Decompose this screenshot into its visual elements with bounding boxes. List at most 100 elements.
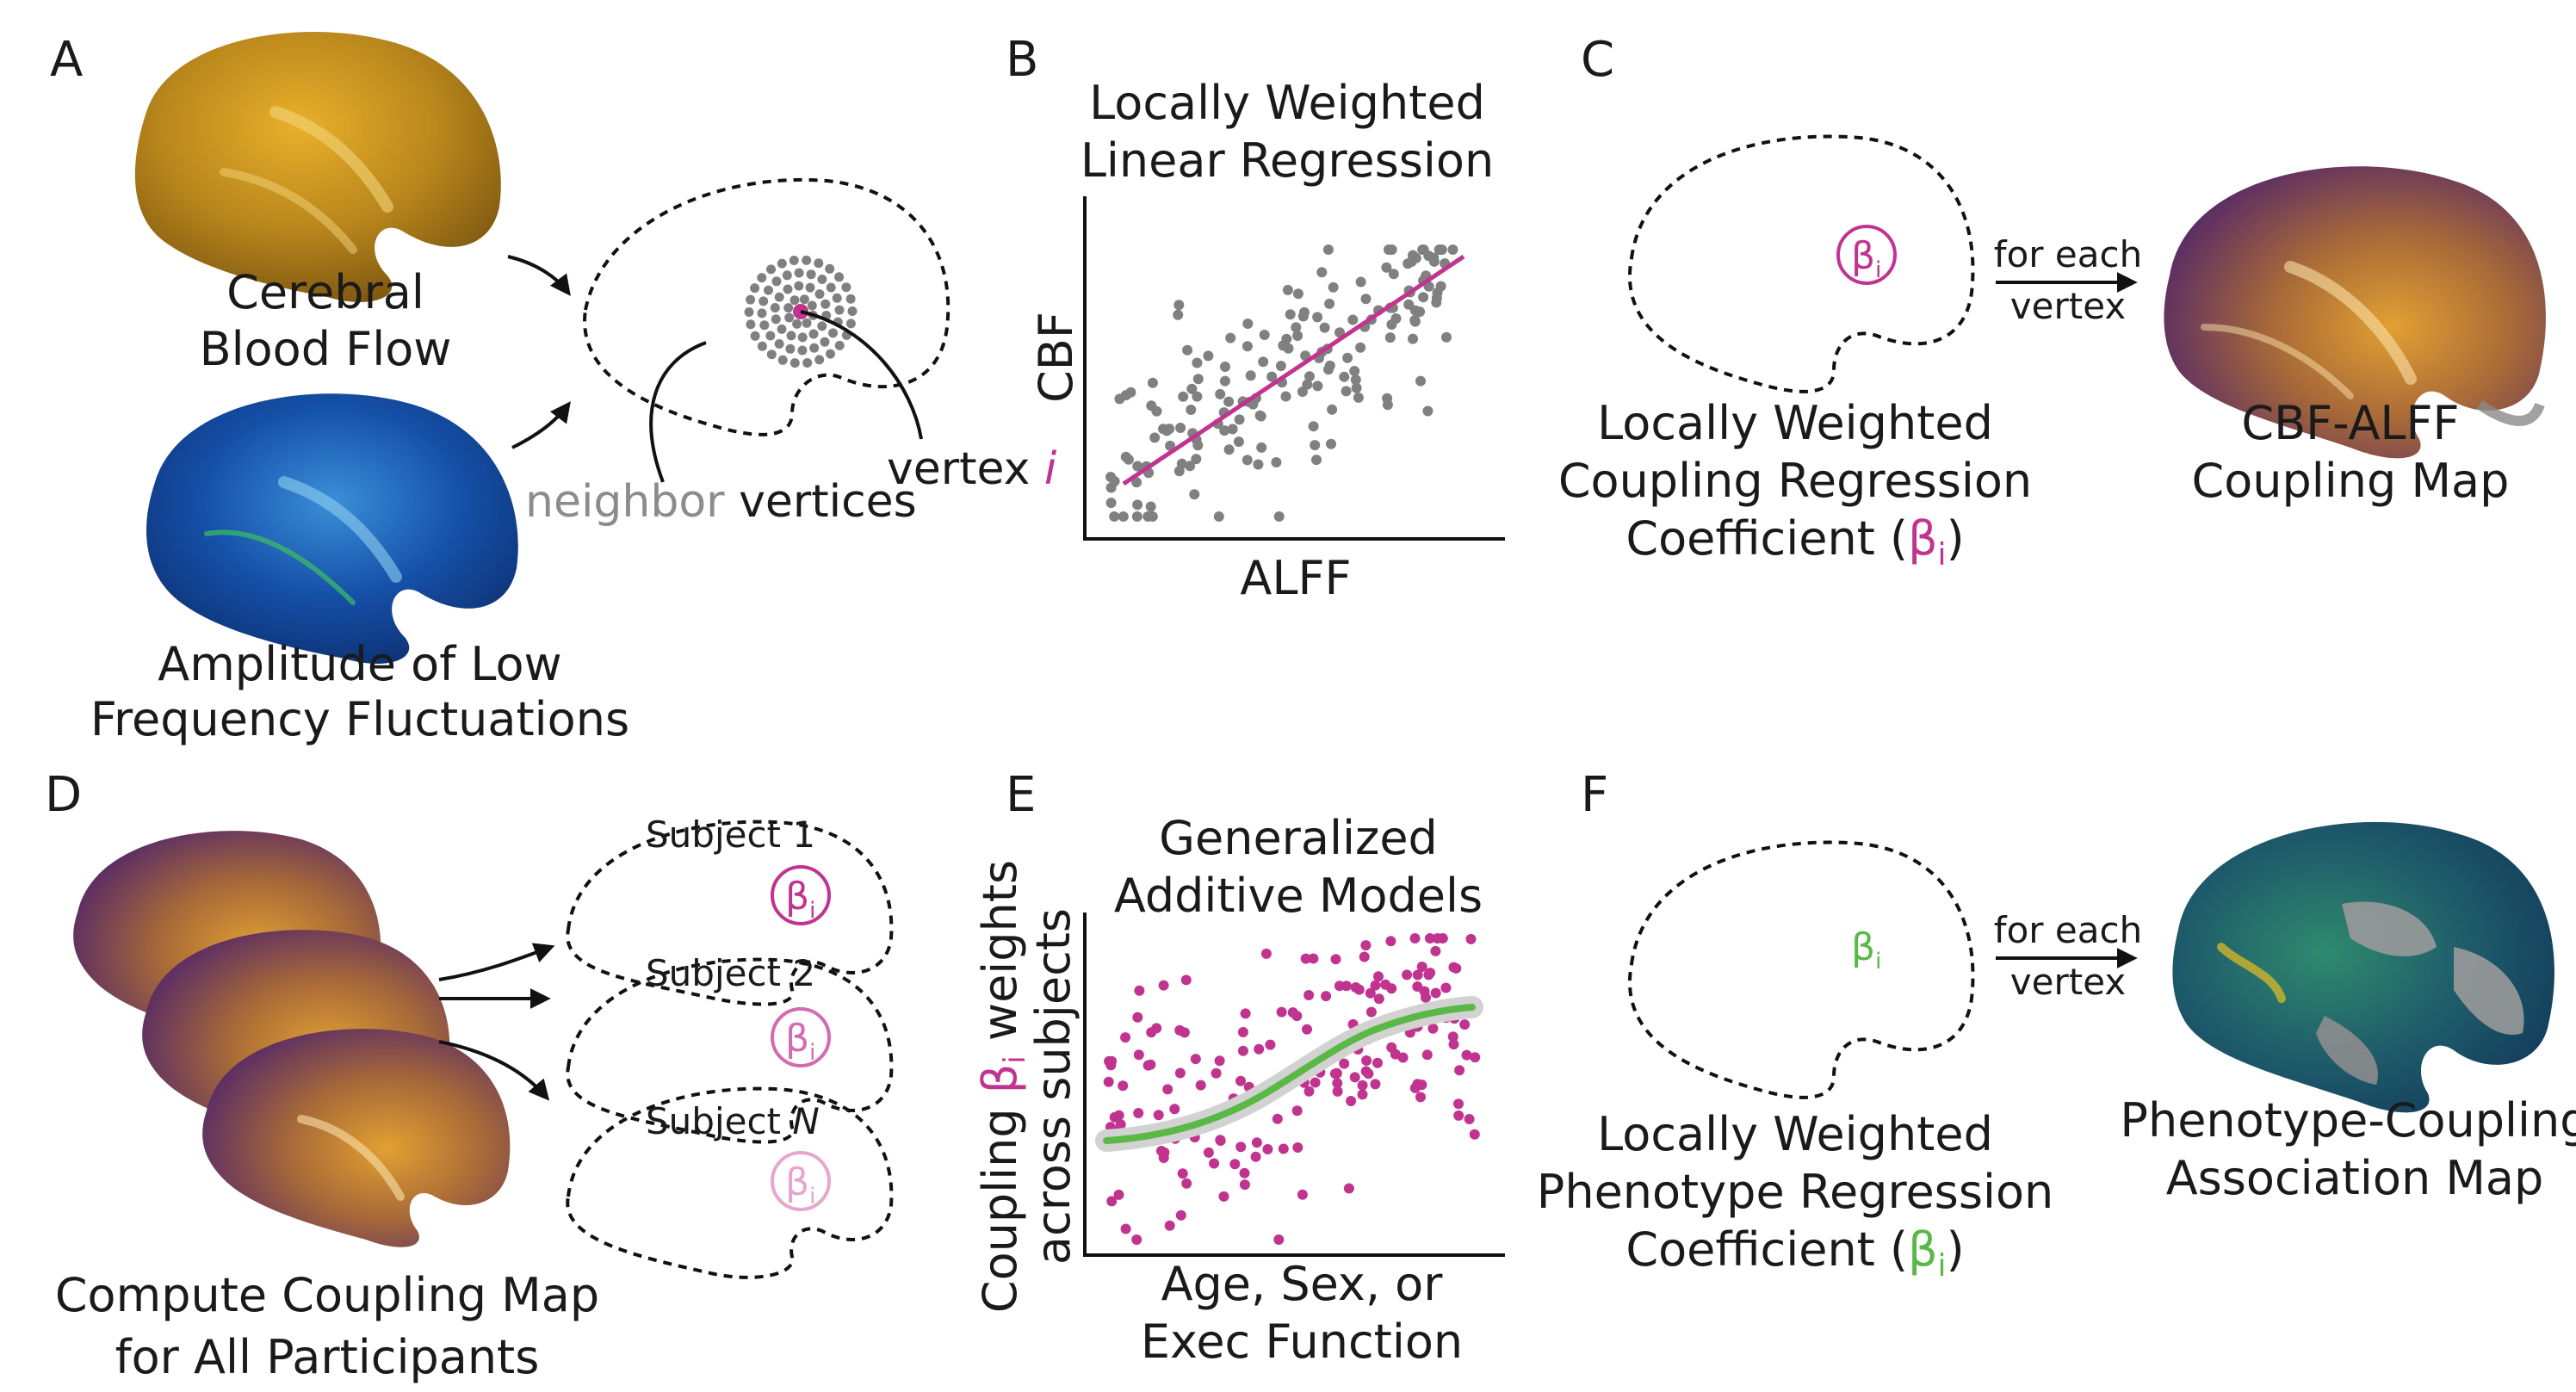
f-beta-sub: i [1875, 949, 1881, 974]
e-scatter-point [1103, 1076, 1114, 1087]
e-scatter-point [1415, 1092, 1426, 1103]
b-scatter-point [1319, 322, 1330, 333]
neighbor-vertex-dot [783, 284, 793, 294]
b-regression-line [1122, 254, 1465, 486]
b-scatter-point [1418, 292, 1429, 303]
b-scatter-point [1253, 459, 1264, 470]
neighbor-vertex-dot [802, 318, 812, 328]
e-scatter-point [1361, 1055, 1372, 1066]
neighbor-word: neighbor [525, 476, 725, 528]
e-scatter-point [1131, 1234, 1142, 1245]
f-coef-line3: Coefficient (βi) [1625, 1222, 1964, 1284]
e-scatter-point [1302, 1024, 1312, 1035]
e-scatter-point [1218, 1191, 1229, 1202]
neighbor-vertex-dot [777, 258, 787, 269]
e-scatter-point [1113, 1189, 1124, 1200]
b-scatter-point [1285, 309, 1296, 320]
neighbor-vertex-dot [744, 307, 754, 317]
e-scatter-point [1297, 1189, 1308, 1200]
association-map-brain-icon [2172, 821, 2554, 1113]
d-beta-circle-3 [771, 1151, 831, 1211]
e-scatter-point [1190, 1054, 1201, 1065]
b-scatter-point [1109, 511, 1120, 522]
neighbor-vertex-dot [750, 283, 760, 294]
e-scatter-point [1332, 1078, 1343, 1089]
e-scatter-point [1397, 1052, 1409, 1063]
e-scatter-point [1106, 1055, 1118, 1067]
e-scatter-point [1440, 982, 1452, 993]
b-scatter-point [1186, 383, 1198, 394]
e-scatter-point [1310, 1077, 1321, 1088]
b-scatter-point [1219, 425, 1230, 436]
e-scatter-point [1106, 1196, 1118, 1207]
neighbor-vertex-dot [774, 339, 784, 349]
d-beta-2: βi [785, 1017, 815, 1066]
e-scatter-point [1454, 1065, 1465, 1076]
neighbor-vertex-dot [757, 273, 767, 283]
neighbor-vertex-dot [799, 294, 809, 305]
b-scatter-point [1192, 391, 1203, 402]
e-scatter-point [1158, 1153, 1169, 1163]
d-caption-line2: for All Participants [115, 1330, 540, 1384]
c-beta-circle [1836, 225, 1897, 285]
e-scatter-point [1214, 1055, 1225, 1067]
e-scatter-point [1412, 969, 1423, 981]
e-scatter-point [1448, 1039, 1459, 1050]
panel-f: F βi for each vertex Locally Weighted Ph… [1537, 767, 2576, 1284]
f-map-line1: Phenotype-Coupling [2120, 1093, 2576, 1148]
b-scatter-point [1271, 457, 1282, 467]
neighbor-vertex-dot [817, 275, 827, 284]
neighbor-vertex-dot [774, 292, 784, 302]
b-scatter-point [1185, 461, 1196, 472]
neighbor-vertex-dot [825, 263, 835, 274]
e-scatter-point [1303, 990, 1315, 1000]
e-scatter-point [1115, 1119, 1126, 1130]
b-scatter-point [1178, 391, 1189, 402]
neighbor-vertex-dot [805, 282, 815, 293]
b-scatter-point [1384, 244, 1394, 255]
panel-b-letter: B [1006, 32, 1038, 88]
b-scatter-point [1225, 332, 1236, 343]
c-coef-beta: β [1908, 511, 1937, 566]
panel-c-letter: C [1581, 32, 1614, 88]
b-scatter-point [1428, 252, 1440, 263]
c-coef-line1: Locally Weighted [1597, 396, 1993, 450]
b-scatter-point [1353, 392, 1364, 403]
b-scatter-point [1161, 425, 1173, 436]
b-scatter-point [1415, 306, 1426, 318]
e-scatter-point [1416, 962, 1427, 972]
e-scatter-point [1169, 1104, 1180, 1115]
e-scatter-point [1237, 1027, 1248, 1037]
neighbor-vertex-dot [770, 303, 780, 312]
e-scatter-point [1195, 1080, 1206, 1091]
panel-a: A Cerebral Blood Flow Amplitude of Low F… [50, 31, 1057, 746]
e-scatter-point [1409, 933, 1421, 943]
neighbor-vertex-dot [841, 282, 851, 293]
e-scatter-point [1343, 1183, 1354, 1194]
e-scatter-point [1174, 1067, 1186, 1079]
e-scatter-point [1341, 981, 1352, 992]
b-scatter-point [1334, 327, 1345, 338]
vertex-i-label: vertex i [887, 443, 1057, 495]
d-arrow-1 [438, 943, 555, 981]
panel-d-letter: D [45, 767, 82, 823]
e-scatter-point [1133, 1049, 1144, 1061]
alff-label-line2: Frequency Fluctuations [90, 692, 629, 746]
b-scatter-point [1175, 423, 1186, 433]
e-scatter-point [1276, 1006, 1287, 1018]
e-scatter-point [1164, 1220, 1175, 1231]
b-scatter-point [1282, 284, 1293, 295]
neighbor-vertex-dot [794, 268, 804, 278]
neighbor-vertex-dot [792, 319, 802, 329]
b-scatter-point [1145, 501, 1156, 512]
b-scatter-point [1355, 342, 1366, 353]
c-map-line1: CBF-ALFF [2241, 396, 2459, 450]
d-subject1-label: Subject 1 [646, 814, 815, 856]
b-scatter-point [1422, 405, 1434, 417]
e-scatter-point [1350, 982, 1361, 993]
neighbor-vertex-dot [784, 312, 795, 323]
neighbor-vertex-dot [845, 294, 856, 304]
panel-e: E Generalized Additive Models Coupling β… [973, 767, 1505, 1369]
e-scatter-point [1332, 1086, 1343, 1097]
e-scatter-point [1278, 1143, 1289, 1154]
